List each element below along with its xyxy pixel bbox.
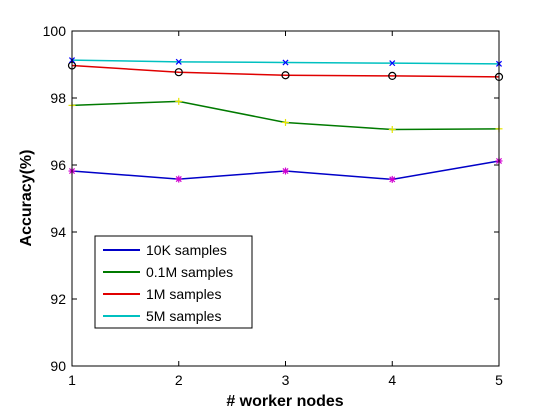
data-point [175, 58, 182, 65]
x-tick-label: 3 [282, 372, 290, 388]
y-tick-label: 94 [50, 224, 66, 240]
legend-label-10k: 10K samples [146, 242, 227, 258]
legend: 10K samples 0.1M samples 1M samples 5M s… [94, 235, 253, 329]
y-tick-label: 100 [43, 23, 67, 39]
series-layer [67, 57, 504, 183]
series-line-2 [71, 64, 500, 78]
y-tick-label: 92 [50, 291, 66, 307]
legend-label-0-1m: 0.1M samples [146, 264, 233, 280]
data-point [175, 97, 183, 105]
x-tick-label: 1 [68, 372, 76, 388]
legend-label-1m: 1M samples [146, 286, 221, 302]
y-tick-label: 90 [50, 358, 66, 374]
data-point [388, 71, 397, 80]
data-point [282, 118, 289, 126]
x-axis-title: # worker nodes [226, 393, 343, 410]
data-point [388, 175, 396, 183]
data-point [174, 68, 183, 77]
y-tick-label: 96 [50, 157, 66, 173]
data-point [282, 167, 289, 175]
data-point [389, 60, 396, 67]
y-axis-title: Accuracy(%) [18, 150, 35, 247]
legend-label-5m: 5M samples [146, 308, 221, 324]
legend-box [94, 235, 253, 329]
data-point [175, 175, 183, 183]
data-point [282, 59, 289, 66]
x-tick-label: 4 [388, 372, 396, 388]
data-point [388, 125, 396, 133]
x-tick-label: 2 [175, 372, 183, 388]
x-tick-label: 5 [495, 372, 503, 388]
tick-layer: 1 2 3 4 5 90 92 94 96 98 100 [43, 23, 503, 388]
y-tick-label: 98 [50, 90, 66, 106]
data-point [281, 71, 290, 80]
